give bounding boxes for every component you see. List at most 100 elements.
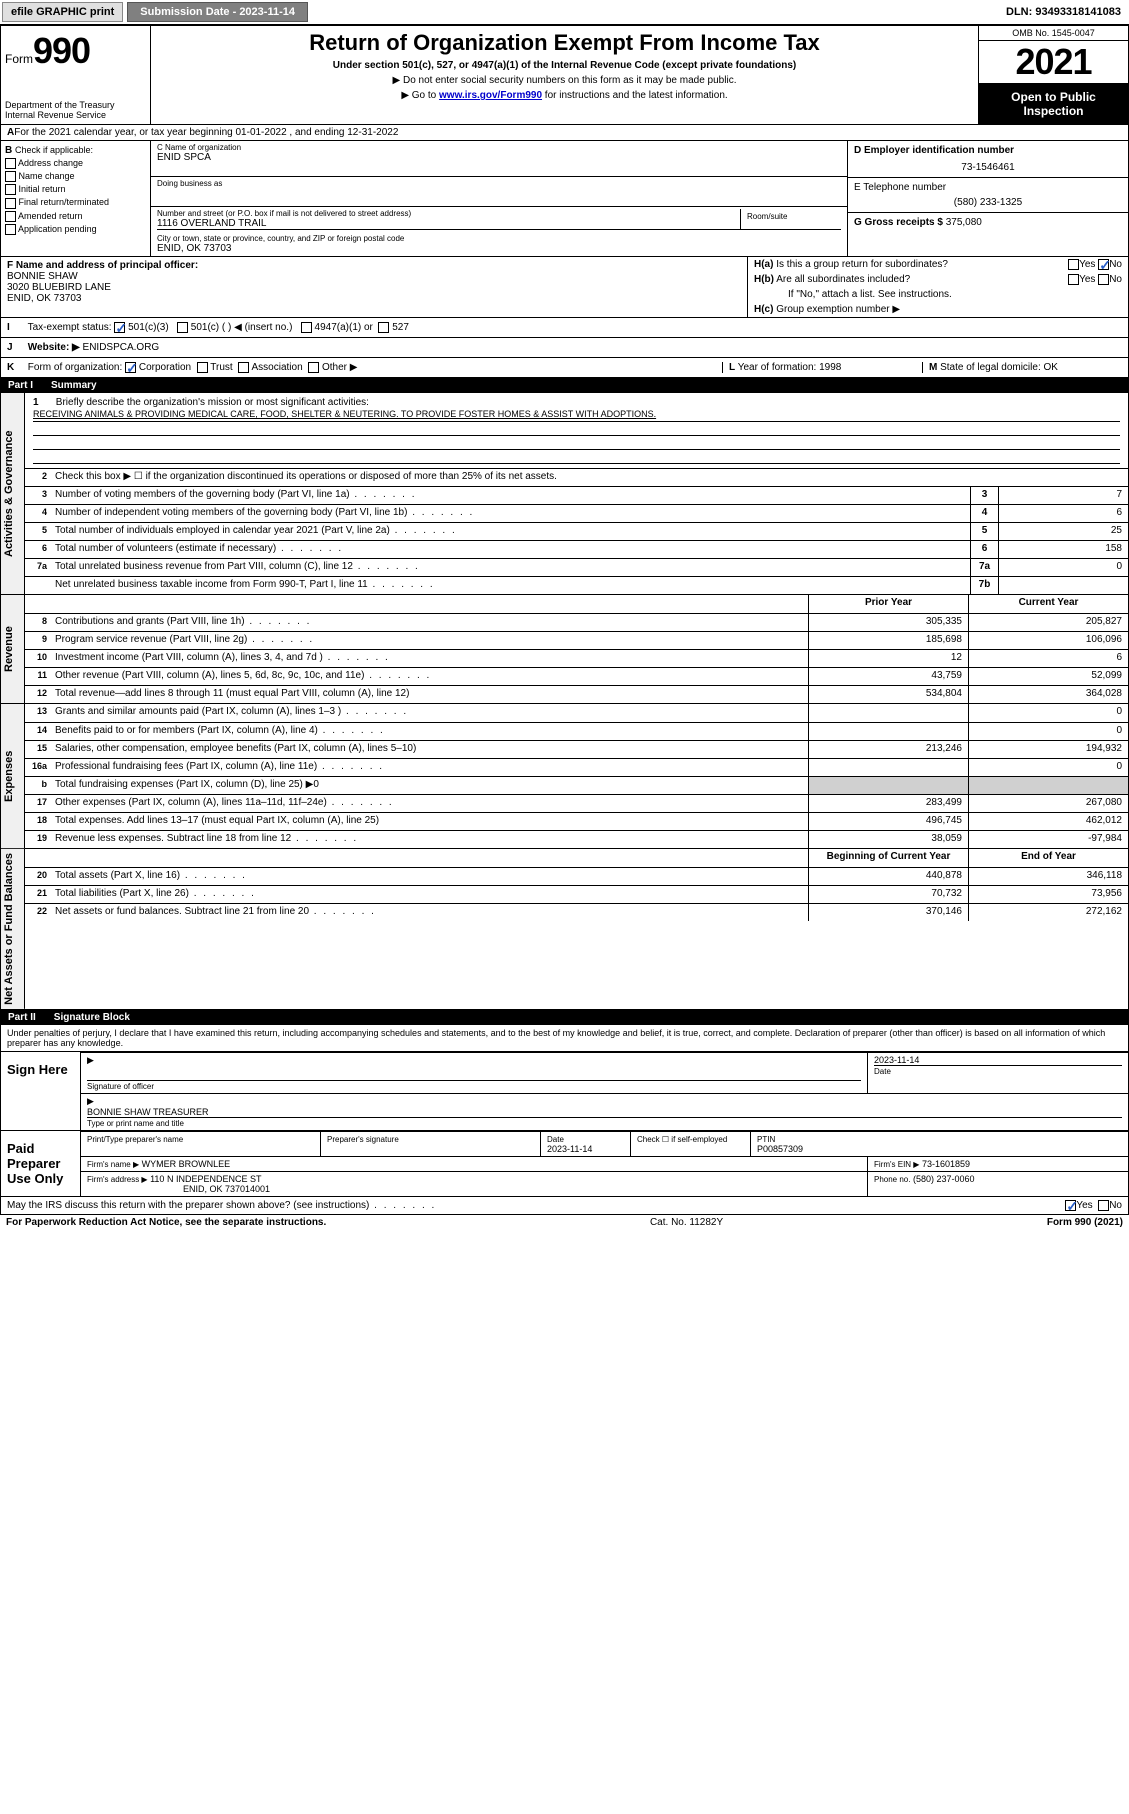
officer-addr1: 3020 BLUEBIRD LANE xyxy=(7,282,111,293)
c8: 205,827 xyxy=(968,614,1128,631)
efile-print-button[interactable]: efile GRAPHIC print xyxy=(2,2,123,22)
b-label: Check if applicable: xyxy=(15,145,93,155)
k-label: Form of organization: xyxy=(28,362,123,373)
ptin-label: PTIN xyxy=(757,1135,775,1144)
cb-corporation[interactable] xyxy=(125,362,136,373)
firm-addr2: ENID, OK 737014001 xyxy=(87,1184,270,1194)
l4-text: Number of independent voting members of … xyxy=(51,505,970,522)
cb-trust[interactable] xyxy=(197,362,208,373)
c9: 106,096 xyxy=(968,632,1128,649)
p21: 70,732 xyxy=(808,886,968,903)
cb-initial-return[interactable]: Initial return xyxy=(5,184,146,195)
p12: 534,804 xyxy=(808,686,968,703)
prep-sig-label: Preparer's signature xyxy=(327,1135,399,1144)
summary-revenue: Revenue Prior YearCurrent Year 8Contribu… xyxy=(0,595,1129,704)
cb-501c[interactable] xyxy=(177,322,188,333)
l11: Other revenue (Part VIII, column (A), li… xyxy=(51,668,808,685)
tab-revenue: Revenue xyxy=(1,595,25,703)
summary-expenses: Expenses 13Grants and similar amounts pa… xyxy=(0,704,1129,849)
org-name: ENID SPCA xyxy=(157,152,841,163)
p16a xyxy=(808,759,968,776)
discuss-no-cb[interactable] xyxy=(1098,1200,1109,1211)
cb-4947[interactable] xyxy=(301,322,312,333)
f-label: F Name and address of principal officer: xyxy=(7,260,198,271)
header-middle: Return of Organization Exempt From Incom… xyxy=(151,26,978,124)
g-label: G Gross receipts $ xyxy=(854,217,943,228)
l6-val: 158 xyxy=(998,541,1128,558)
type-name-label: Type or print name and title xyxy=(87,1119,184,1128)
l2-text: Check this box ▶ ☐ if the organization d… xyxy=(51,469,1128,486)
c14: 0 xyxy=(968,723,1128,740)
l5-val: 25 xyxy=(998,523,1128,540)
c21: 73,956 xyxy=(968,886,1128,903)
l13: Grants and similar amounts paid (Part IX… xyxy=(51,704,808,722)
section-bcdeg: B Check if applicable: Address change Na… xyxy=(0,141,1129,257)
cb-amended-return[interactable]: Amended return xyxy=(5,211,146,222)
l12: Total revenue—add lines 8 through 11 (mu… xyxy=(51,686,808,703)
discuss-preparer: May the IRS discuss this return with the… xyxy=(7,1200,962,1211)
p10: 12 xyxy=(808,650,968,667)
l7b-text: Net unrelated business taxable income fr… xyxy=(51,577,970,594)
cb-address-change[interactable]: Address change xyxy=(5,158,146,169)
cb-association[interactable] xyxy=(238,362,249,373)
column-d: D Employer identification number 73-1546… xyxy=(848,141,1128,256)
cb-501c3[interactable] xyxy=(114,322,125,333)
column-b: B Check if applicable: Address change Na… xyxy=(1,141,151,256)
form990-link[interactable]: www.irs.gov/Form990 xyxy=(439,90,542,101)
c16a: 0 xyxy=(968,759,1128,776)
cb-other[interactable] xyxy=(308,362,319,373)
section-ij: I Tax-exempt status: 501(c)(3) 501(c) ( … xyxy=(0,318,1129,358)
form-header: Form990 Department of the Treasury Inter… xyxy=(0,26,1129,125)
subtitle: Under section 501(c), 527, or 4947(a)(1)… xyxy=(159,60,970,71)
goto-line: ▶ Go to www.irs.gov/Form990 for instruct… xyxy=(159,90,970,101)
l3-val: 7 xyxy=(998,487,1128,504)
l7a-text: Total unrelated business revenue from Pa… xyxy=(51,559,970,576)
dept-treasury: Department of the Treasury xyxy=(5,100,146,110)
column-c: C Name of organization ENID SPCA Doing b… xyxy=(151,141,848,256)
l22: Net assets or fund balances. Subtract li… xyxy=(51,904,808,921)
column-cd: C Name of organization ENID SPCA Doing b… xyxy=(151,141,1128,256)
form-number: Form990 xyxy=(5,30,146,72)
l21: Total liabilities (Part X, line 26) xyxy=(51,886,808,903)
cb-527[interactable] xyxy=(378,322,389,333)
officer-typed-name: BONNIE SHAW TREASURER xyxy=(87,1107,1122,1117)
part2-header: Part II Signature Block xyxy=(0,1010,1129,1025)
l18: Total expenses. Add lines 13–17 (must eq… xyxy=(51,813,808,830)
mission-blank2 xyxy=(33,436,1120,450)
phone-value: (580) 233-1325 xyxy=(854,193,1122,208)
l6-text: Total number of volunteers (estimate if … xyxy=(51,541,970,558)
p17: 283,499 xyxy=(808,795,968,812)
cb-final-return[interactable]: Final return/terminated xyxy=(5,197,146,208)
l16b: Total fundraising expenses (Part IX, col… xyxy=(51,777,808,794)
cb-application-pending[interactable]: Application pending xyxy=(5,224,146,235)
discuss-yes-cb[interactable] xyxy=(1065,1200,1076,1211)
l4-val: 6 xyxy=(998,505,1128,522)
firm-phone-value: (580) 237-0060 xyxy=(913,1174,975,1184)
m-val: OK xyxy=(1044,362,1058,373)
c12: 364,028 xyxy=(968,686,1128,703)
open-public-badge: Open to Public Inspection xyxy=(979,84,1128,124)
l-val: 1998 xyxy=(819,362,841,373)
goto-prefix: ▶ Go to xyxy=(401,90,439,101)
p8: 305,335 xyxy=(808,614,968,631)
p20: 440,878 xyxy=(808,868,968,885)
gross-receipts-value: 375,080 xyxy=(946,217,982,228)
section-klm: K Form of organization: Corporation Trus… xyxy=(0,358,1129,378)
street-value: 1116 OVERLAND TRAIL xyxy=(157,218,740,229)
e-label: E Telephone number xyxy=(854,182,1122,193)
part2-title: Signature Block xyxy=(48,1012,130,1023)
c17: 267,080 xyxy=(968,795,1128,812)
cb-name-change[interactable]: Name change xyxy=(5,171,146,182)
form-title: Return of Organization Exempt From Incom… xyxy=(159,30,970,56)
l5-text: Total number of individuals employed in … xyxy=(51,523,970,540)
j-label: Website: ▶ xyxy=(28,342,80,353)
firm-name-value: WYMER BROWNLEE xyxy=(142,1159,231,1169)
submission-date-button[interactable]: Submission Date - 2023-11-14 xyxy=(127,2,308,22)
tab-netassets: Net Assets or Fund Balances xyxy=(1,849,25,1009)
hc-text: Group exemption number ▶ xyxy=(776,304,900,315)
l20: Total assets (Part X, line 16) xyxy=(51,868,808,885)
mission-blank3 xyxy=(33,450,1120,464)
page-footer: For Paperwork Reduction Act Notice, see … xyxy=(0,1215,1129,1230)
p14 xyxy=(808,723,968,740)
goto-suffix: for instructions and the latest informat… xyxy=(542,90,728,101)
